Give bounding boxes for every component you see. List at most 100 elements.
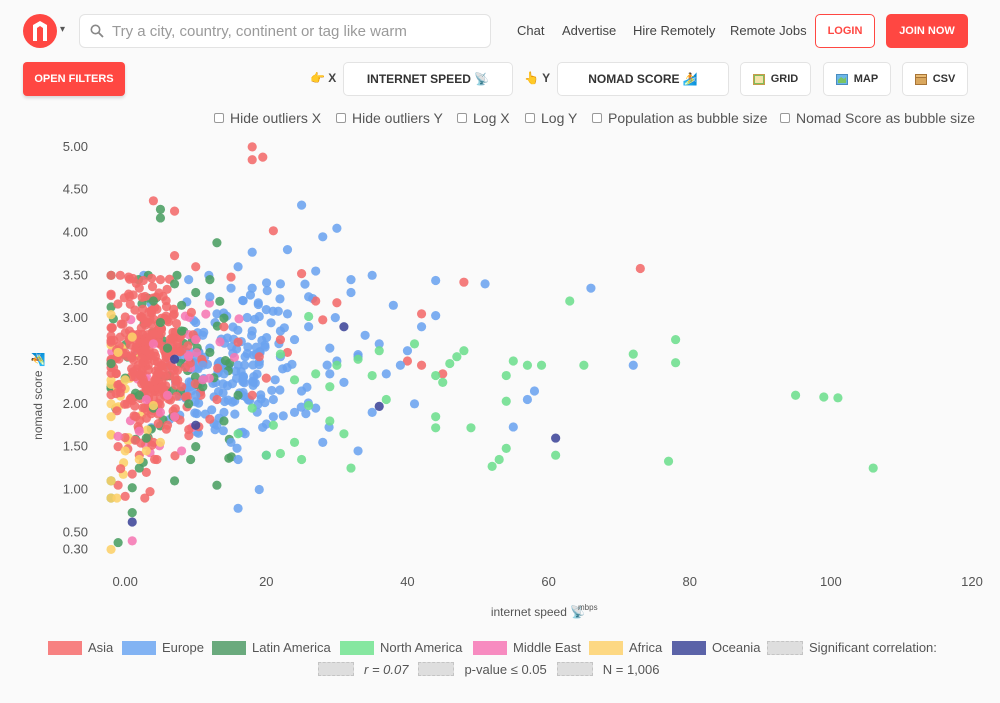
data-point-europe[interactable] <box>296 402 306 412</box>
data-point-north-america[interactable] <box>367 370 377 381</box>
data-point-asia[interactable] <box>136 312 147 322</box>
data-point-europe[interactable] <box>322 360 332 370</box>
data-point-north-america[interactable] <box>671 358 681 368</box>
data-point-latin-america[interactable] <box>127 483 137 493</box>
data-point-latin-america[interactable] <box>215 296 225 306</box>
data-point-asia[interactable] <box>177 382 187 392</box>
data-point-europe[interactable] <box>395 360 405 370</box>
data-point-north-america[interactable] <box>275 448 286 459</box>
data-point-asia[interactable] <box>113 299 123 309</box>
data-point-europe[interactable] <box>480 279 490 289</box>
data-point-middle-east[interactable] <box>113 431 123 441</box>
data-point-north-america[interactable] <box>501 443 511 453</box>
data-point-europe[interactable] <box>233 454 243 465</box>
data-point-latin-america[interactable] <box>205 347 215 358</box>
data-point-north-america[interactable] <box>431 412 441 422</box>
data-point-north-america[interactable] <box>431 423 441 433</box>
data-point-asia[interactable] <box>144 307 154 317</box>
data-point-europe[interactable] <box>311 403 321 413</box>
data-point-europe[interactable] <box>360 330 370 340</box>
data-point-asia[interactable] <box>140 291 150 302</box>
data-point-middle-east[interactable] <box>184 352 194 362</box>
data-point-asia[interactable] <box>120 312 130 322</box>
data-point-latin-america[interactable] <box>134 463 144 473</box>
data-point-asia[interactable] <box>180 362 191 372</box>
data-point-asia[interactable] <box>127 469 137 479</box>
data-point-africa[interactable] <box>155 437 166 447</box>
data-point-europe[interactable] <box>247 326 257 336</box>
data-point-europe[interactable] <box>304 322 314 332</box>
data-point-north-america[interactable] <box>628 349 638 359</box>
data-point-asia[interactable] <box>106 368 116 378</box>
data-point-europe[interactable] <box>267 385 277 396</box>
data-point-europe[interactable] <box>198 330 208 340</box>
data-point-europe[interactable] <box>194 398 204 408</box>
data-point-europe[interactable] <box>275 326 286 336</box>
option-population-bubble[interactable]: Population as bubble size <box>592 110 768 126</box>
data-point-europe[interactable] <box>330 313 340 323</box>
data-point-asia[interactable] <box>170 451 180 461</box>
data-point-europe[interactable] <box>184 275 194 285</box>
search-input[interactable] <box>112 22 472 40</box>
data-point-asia[interactable] <box>162 420 173 430</box>
data-point-europe[interactable] <box>275 385 285 395</box>
data-point-north-america[interactable] <box>579 360 589 370</box>
data-point-asia[interactable] <box>459 277 469 287</box>
data-point-latin-america[interactable] <box>177 326 187 336</box>
data-point-asia[interactable] <box>134 283 144 293</box>
data-point-latin-america[interactable] <box>212 238 222 248</box>
data-point-asia[interactable] <box>153 368 164 378</box>
data-point-europe[interactable] <box>252 369 262 379</box>
data-point-north-america[interactable] <box>565 296 575 306</box>
data-point-latin-america[interactable] <box>127 508 137 518</box>
data-point-asia[interactable] <box>149 376 159 386</box>
data-point-asia[interactable] <box>107 323 117 333</box>
data-point-latin-america[interactable] <box>198 382 208 392</box>
data-point-europe[interactable] <box>261 278 272 288</box>
data-point-europe[interactable] <box>232 443 242 453</box>
data-point-north-america[interactable] <box>445 358 455 369</box>
data-point-latin-america[interactable] <box>106 302 116 312</box>
data-point-africa[interactable] <box>142 425 152 435</box>
data-point-north-america[interactable] <box>332 360 342 370</box>
data-point-europe[interactable] <box>243 342 253 352</box>
data-point-middle-east[interactable] <box>192 348 202 358</box>
data-point-asia[interactable] <box>416 309 427 319</box>
data-point-latin-america[interactable] <box>113 537 123 548</box>
data-point-europe[interactable] <box>346 275 356 285</box>
data-point-asia[interactable] <box>190 379 200 389</box>
data-point-europe[interactable] <box>270 375 280 385</box>
data-point-europe[interactable] <box>278 411 288 421</box>
data-point-europe[interactable] <box>431 275 441 286</box>
data-point-europe[interactable] <box>318 232 328 242</box>
data-point-europe[interactable] <box>522 394 533 405</box>
data-point-latin-america[interactable] <box>155 213 166 223</box>
data-point-europe[interactable] <box>226 437 236 447</box>
map-button[interactable]: MAP <box>823 62 891 96</box>
data-point-europe[interactable] <box>367 270 377 280</box>
data-point-middle-east[interactable] <box>215 337 225 347</box>
data-point-europe[interactable] <box>247 247 257 257</box>
data-point-latin-america[interactable] <box>212 480 222 490</box>
data-point-europe[interactable] <box>586 283 596 293</box>
data-point-north-america[interactable] <box>261 450 271 460</box>
nav-chat[interactable]: Chat <box>517 23 545 38</box>
data-point-asia[interactable] <box>332 298 342 308</box>
data-point-europe[interactable] <box>261 419 272 429</box>
data-point-europe[interactable] <box>318 437 328 447</box>
nav-advertise[interactable]: Advertise <box>562 23 617 38</box>
data-point-asia[interactable] <box>157 383 168 394</box>
data-point-europe[interactable] <box>240 352 250 362</box>
data-point-latin-america[interactable] <box>155 317 166 328</box>
data-point-asia[interactable] <box>171 318 182 329</box>
data-point-north-america[interactable] <box>663 456 674 466</box>
data-point-oceania[interactable] <box>374 401 384 411</box>
data-point-europe[interactable] <box>301 409 311 419</box>
data-point-latin-america[interactable] <box>106 358 116 369</box>
data-point-asia[interactable] <box>137 329 148 339</box>
data-point-latin-america[interactable] <box>148 296 158 306</box>
data-point-asia[interactable] <box>173 338 183 348</box>
data-point-europe[interactable] <box>230 409 240 419</box>
data-point-asia[interactable] <box>147 273 157 283</box>
data-point-latin-america[interactable] <box>191 442 201 452</box>
